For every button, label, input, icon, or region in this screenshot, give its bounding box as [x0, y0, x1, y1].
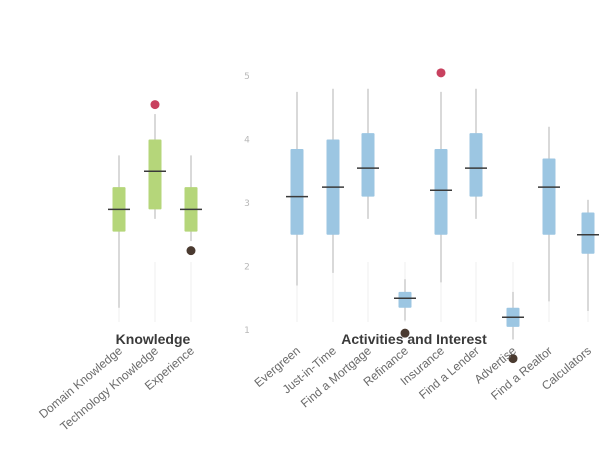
box-calculators [581, 212, 595, 254]
group-label-activities-and-interest: Activities and Interest [341, 331, 487, 347]
box-find-a-lender [469, 133, 483, 197]
box-evergreen [290, 149, 304, 235]
y-tick-label: 2 [244, 263, 250, 273]
box-refinance [398, 291, 412, 308]
y-tick-label: 1 [244, 326, 250, 336]
group-label-knowledge: Knowledge [116, 331, 191, 347]
box-find-a-mortgage [361, 133, 375, 197]
y-tick-label: 5 [244, 72, 250, 82]
box-find-a-realtor [542, 158, 556, 235]
y-tick-label: 4 [244, 136, 250, 146]
outlier-advertise [508, 354, 518, 364]
box-insurance [434, 149, 448, 235]
outlier-experience [186, 246, 196, 256]
outlier-insurance [436, 68, 446, 78]
outlier-technology-knowledge [150, 100, 160, 110]
y-tick-label: 3 [244, 199, 250, 209]
box-technology-knowledge [148, 139, 162, 210]
outlier-refinance [400, 328, 410, 338]
